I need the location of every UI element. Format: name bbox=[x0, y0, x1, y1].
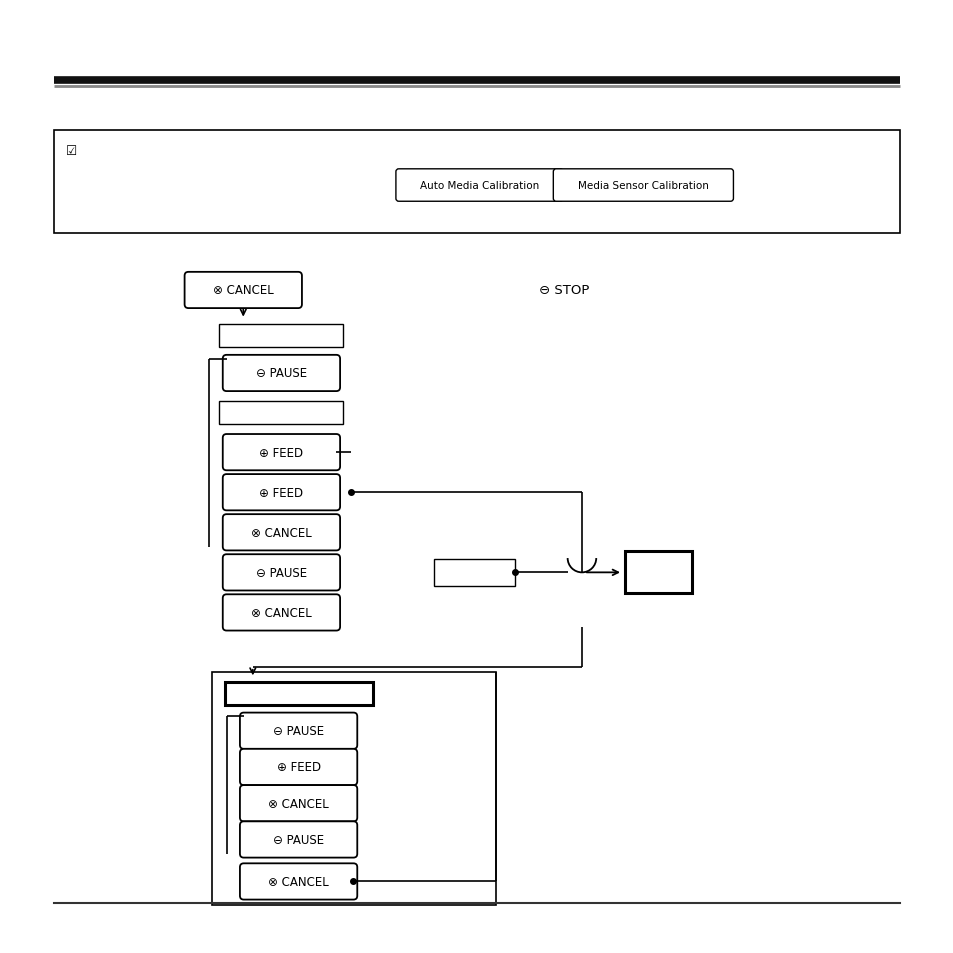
FancyBboxPatch shape bbox=[222, 595, 339, 631]
FancyBboxPatch shape bbox=[395, 170, 562, 202]
FancyBboxPatch shape bbox=[240, 785, 356, 821]
FancyBboxPatch shape bbox=[219, 325, 343, 348]
FancyBboxPatch shape bbox=[225, 682, 372, 705]
FancyBboxPatch shape bbox=[624, 552, 691, 594]
FancyBboxPatch shape bbox=[222, 355, 339, 392]
Text: ⊗ CANCEL: ⊗ CANCEL bbox=[268, 875, 329, 888]
Text: ⊖ PAUSE: ⊖ PAUSE bbox=[255, 367, 307, 380]
Text: ⊗ CANCEL: ⊗ CANCEL bbox=[251, 526, 312, 539]
FancyBboxPatch shape bbox=[240, 749, 356, 785]
Text: ⊗ CANCEL: ⊗ CANCEL bbox=[251, 606, 312, 619]
Text: Auto Media Calibration: Auto Media Calibration bbox=[419, 181, 538, 191]
Text: ☑: ☑ bbox=[66, 145, 77, 158]
FancyBboxPatch shape bbox=[219, 401, 343, 424]
FancyBboxPatch shape bbox=[54, 131, 899, 233]
FancyBboxPatch shape bbox=[222, 515, 339, 551]
Text: Media Sensor Calibration: Media Sensor Calibration bbox=[578, 181, 708, 191]
FancyBboxPatch shape bbox=[240, 863, 356, 900]
Text: ⊕ FEED: ⊕ FEED bbox=[259, 486, 303, 499]
Text: ⊖ STOP: ⊖ STOP bbox=[538, 284, 589, 297]
Text: ⊗ CANCEL: ⊗ CANCEL bbox=[213, 284, 274, 297]
Text: ⊖ PAUSE: ⊖ PAUSE bbox=[273, 724, 324, 738]
FancyBboxPatch shape bbox=[240, 713, 356, 749]
Text: ⊗ CANCEL: ⊗ CANCEL bbox=[268, 797, 329, 810]
FancyBboxPatch shape bbox=[185, 273, 301, 309]
FancyBboxPatch shape bbox=[433, 559, 514, 586]
Text: ⊕ FEED: ⊕ FEED bbox=[259, 446, 303, 459]
FancyBboxPatch shape bbox=[222, 555, 339, 591]
FancyBboxPatch shape bbox=[222, 435, 339, 471]
Text: ⊖ PAUSE: ⊖ PAUSE bbox=[255, 566, 307, 579]
Text: ⊖ PAUSE: ⊖ PAUSE bbox=[273, 833, 324, 846]
FancyBboxPatch shape bbox=[553, 170, 733, 202]
FancyBboxPatch shape bbox=[222, 475, 339, 511]
FancyBboxPatch shape bbox=[240, 821, 356, 858]
Text: ⊕ FEED: ⊕ FEED bbox=[276, 760, 320, 774]
